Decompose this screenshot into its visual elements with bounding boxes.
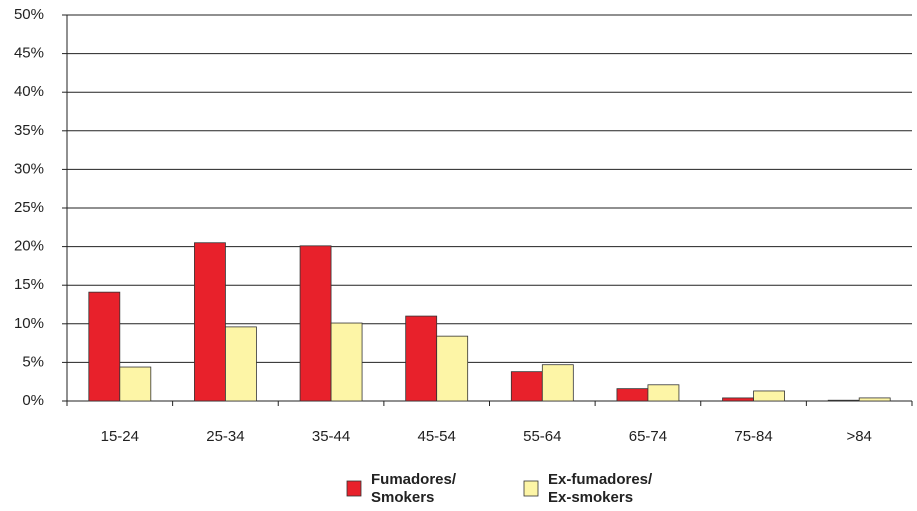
bar [647, 384, 680, 402]
legend-sublabel: Smokers [371, 489, 434, 506]
bar [119, 366, 152, 402]
x-tick-label: >84 [846, 428, 871, 445]
bar [225, 326, 257, 402]
bar [88, 291, 121, 402]
bar [827, 399, 860, 402]
bar [541, 364, 574, 402]
x-tick-label: 55-64 [523, 428, 561, 445]
y-tick-label: 15% [14, 276, 44, 293]
bar [405, 315, 438, 402]
y-tick-label: 0% [22, 392, 44, 409]
bar [753, 390, 785, 402]
x-tick-label: 35-44 [312, 428, 350, 445]
legend-swatch [523, 480, 539, 497]
legend-swatch [346, 480, 362, 497]
bar [722, 397, 754, 402]
bar [616, 388, 649, 402]
y-tick-label: 50% [14, 6, 44, 23]
bar [194, 242, 226, 402]
legend-label: Fumadores/ [371, 471, 457, 488]
legend-label: Ex-fumadores/ [548, 471, 653, 488]
bar [330, 322, 363, 402]
x-tick-label: 45-54 [418, 428, 456, 445]
bar [858, 397, 891, 402]
y-tick-label: 30% [14, 160, 44, 177]
x-tick-label: 25-34 [206, 428, 244, 445]
x-tick-label: 65-74 [629, 428, 667, 445]
x-tick-label: 15-24 [101, 428, 139, 445]
y-tick-label: 20% [14, 238, 44, 255]
legend-sublabel: Ex-smokers [548, 489, 633, 506]
y-tick-label: 35% [14, 122, 44, 139]
x-tick-label: 75-84 [734, 428, 772, 445]
y-tick-label: 10% [14, 315, 44, 332]
bar [299, 245, 332, 402]
y-tick-label: 5% [22, 353, 44, 370]
y-tick-label: 45% [14, 45, 44, 62]
bar [436, 335, 469, 402]
bar [510, 371, 543, 402]
y-tick-label: 40% [14, 83, 44, 100]
y-tick-label: 25% [14, 199, 44, 216]
